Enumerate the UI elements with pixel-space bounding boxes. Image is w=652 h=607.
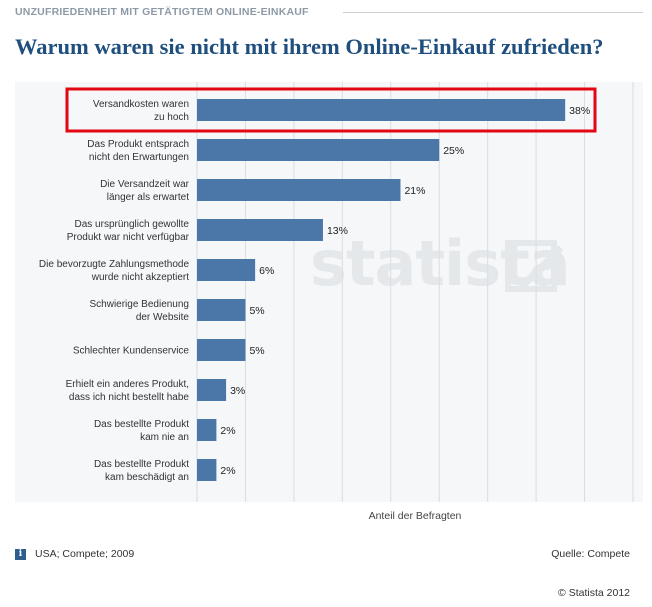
bar (197, 179, 401, 201)
category-label: Die bevorzugte Zahlungsmethode wurde nich… (39, 259, 190, 283)
info-icon[interactable]: i (15, 548, 26, 560)
bar (197, 459, 217, 481)
data-label: 5% (249, 345, 264, 357)
category-label: Das Produkt entsprach nicht den Erwartung… (87, 139, 189, 163)
source-label: Quelle: Compete (551, 548, 630, 560)
data-label: 2% (220, 465, 235, 477)
chart-header: UNZUFRIEDENHEIT MIT GETÄTIGTEM ONLINE-EI… (15, 0, 643, 19)
data-label: 2% (220, 425, 235, 437)
category-label: Das ursprünglich gewollte Produkt war nic… (67, 219, 190, 243)
source-note-text: USA; Compete; 2009 (35, 548, 135, 560)
bar (197, 139, 440, 161)
bar (197, 339, 246, 361)
category-label: Die Versandzeit war länger als erwartet (100, 179, 190, 203)
data-label: 21% (404, 185, 425, 197)
highlight-box (65, 87, 597, 133)
x-axis-label: Anteil der Befragten (368, 510, 462, 522)
bar (197, 99, 566, 121)
category-label: Versandkosten waren zu hoch (93, 99, 189, 123)
category-label: Schlechter Kundenservice (73, 346, 190, 357)
source-note: i USA; Compete; 2009 (15, 548, 134, 560)
chart-kicker: UNZUFRIEDENHEIT MIT GETÄTIGTEM ONLINE-EI… (15, 6, 309, 18)
watermark-logo-icon (505, 240, 557, 292)
kicker-divider (343, 12, 643, 13)
category-label: Das bestellte Produkt kam nie an (94, 419, 189, 443)
data-label: 13% (327, 225, 348, 237)
bar (197, 259, 256, 281)
data-label: 5% (249, 305, 264, 317)
chart-title: Warum waren sie nicht mit ihrem Online-E… (15, 34, 604, 59)
bar (197, 299, 246, 321)
bar-chart: 38% Versandkosten waren zu hoch 25% Das Prod… (39, 82, 634, 502)
data-label: 25% (443, 145, 464, 157)
bar (197, 219, 323, 241)
chart-panel: statista 38% Versandkosten waren zu hoch 25… (15, 82, 643, 502)
category-label: Erhielt ein anderes Produkt, dass ich nic… (66, 379, 190, 403)
bar (197, 419, 217, 441)
data-label: 6% (259, 265, 274, 277)
data-label: 38% (569, 105, 590, 117)
bar (197, 379, 227, 401)
copyright: © Statista 2012 (558, 587, 630, 599)
category-label: Das bestellte Produkt kam beschädigt an (94, 459, 189, 483)
data-label: 3% (230, 385, 245, 397)
category-label: Schwierige Bedienung der Website (89, 299, 189, 323)
